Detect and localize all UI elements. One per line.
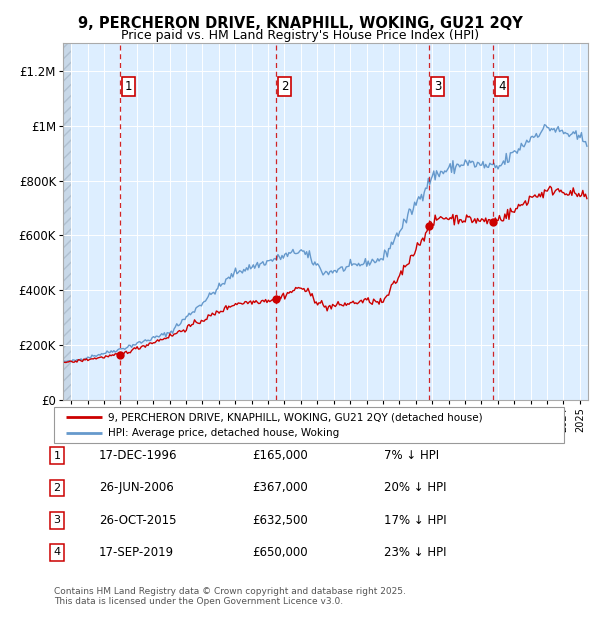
Text: HPI: Average price, detached house, Woking: HPI: Average price, detached house, Woki… [108, 428, 339, 438]
Text: 23% ↓ HPI: 23% ↓ HPI [384, 546, 446, 559]
Text: 2: 2 [281, 80, 289, 92]
Text: 3: 3 [434, 80, 442, 92]
Text: £165,000: £165,000 [252, 450, 308, 462]
Text: 4: 4 [53, 547, 61, 557]
Text: 1: 1 [125, 80, 132, 92]
Text: 26-OCT-2015: 26-OCT-2015 [99, 514, 176, 526]
Text: 9, PERCHERON DRIVE, KNAPHILL, WOKING, GU21 2QY (detached house): 9, PERCHERON DRIVE, KNAPHILL, WOKING, GU… [108, 412, 482, 422]
Text: 26-JUN-2006: 26-JUN-2006 [99, 482, 174, 494]
Text: 20% ↓ HPI: 20% ↓ HPI [384, 482, 446, 494]
Text: £367,000: £367,000 [252, 482, 308, 494]
Text: £632,500: £632,500 [252, 514, 308, 526]
Text: 9, PERCHERON DRIVE, KNAPHILL, WOKING, GU21 2QY: 9, PERCHERON DRIVE, KNAPHILL, WOKING, GU… [77, 16, 523, 30]
Text: Price paid vs. HM Land Registry's House Price Index (HPI): Price paid vs. HM Land Registry's House … [121, 29, 479, 42]
Text: 4: 4 [498, 80, 505, 92]
Text: 7% ↓ HPI: 7% ↓ HPI [384, 450, 439, 462]
Text: £650,000: £650,000 [252, 546, 308, 559]
Text: 2: 2 [53, 483, 61, 493]
Text: 17-DEC-1996: 17-DEC-1996 [99, 450, 178, 462]
Text: 17-SEP-2019: 17-SEP-2019 [99, 546, 174, 559]
Bar [63, 43, 71, 400]
Text: Contains HM Land Registry data © Crown copyright and database right 2025.
This d: Contains HM Land Registry data © Crown c… [54, 587, 406, 606]
Text: 1: 1 [53, 451, 61, 461]
Text: 17% ↓ HPI: 17% ↓ HPI [384, 514, 446, 526]
Text: 3: 3 [53, 515, 61, 525]
